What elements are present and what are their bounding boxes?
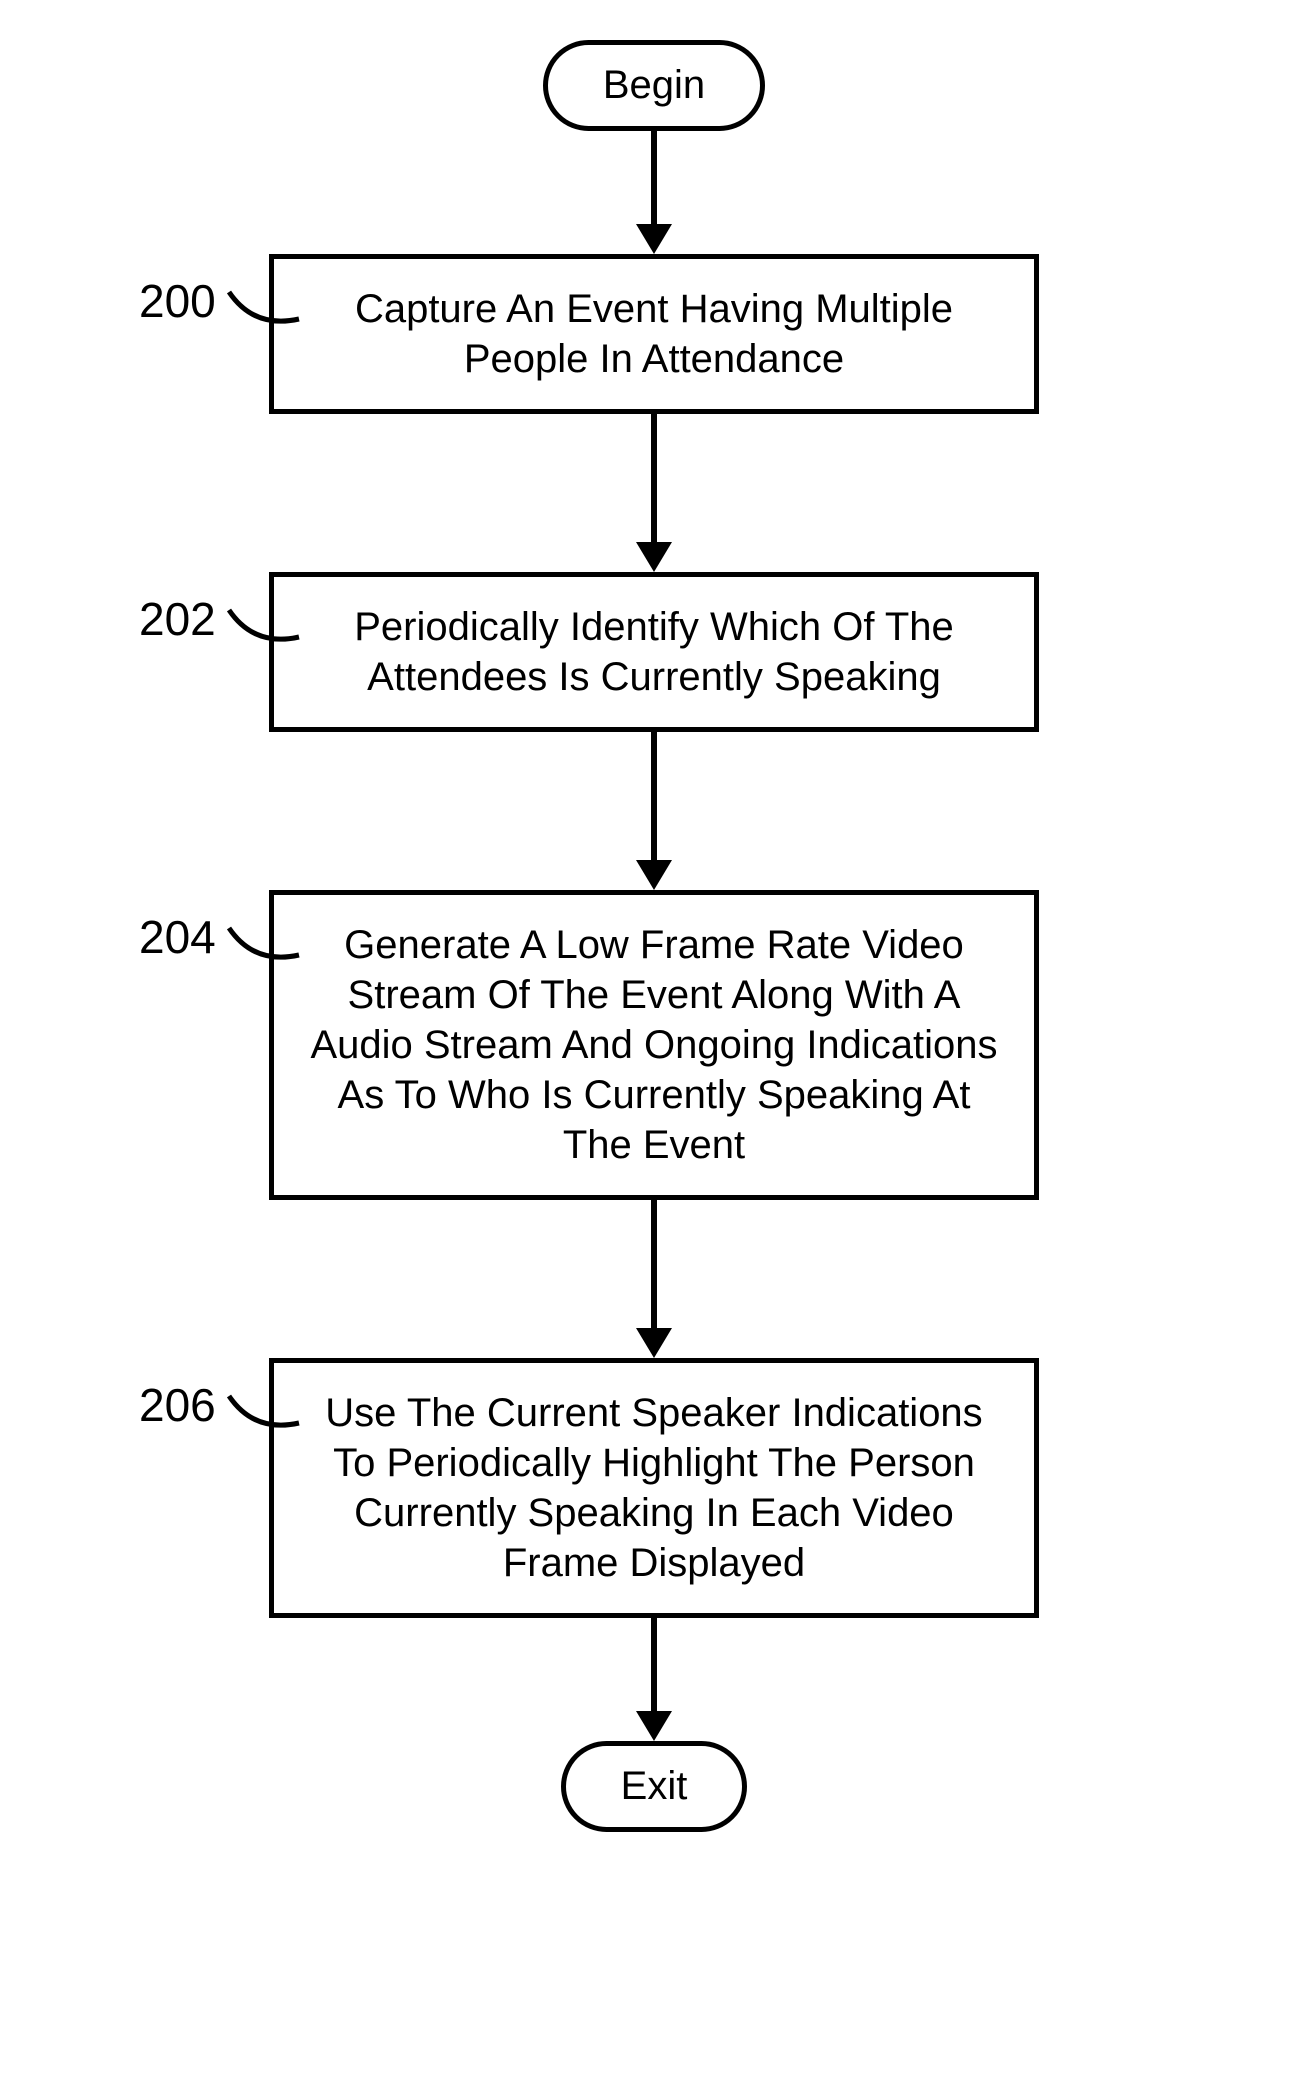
arrow-1 bbox=[104, 131, 1204, 254]
arrow-4 bbox=[104, 1200, 1204, 1358]
row-step4: 206 Use The Current Speaker Indications … bbox=[104, 1358, 1204, 1618]
process-step2-text: Periodically Identify Which Of The Atten… bbox=[354, 605, 954, 699]
arrow-2-shaft bbox=[651, 414, 657, 544]
terminal-begin: Begin bbox=[543, 40, 765, 131]
arrow-2-head bbox=[636, 542, 672, 572]
process-step1: Capture An Event Having Multiple People … bbox=[269, 254, 1039, 414]
terminal-begin-text: Begin bbox=[603, 63, 705, 107]
arrow-5-shaft bbox=[651, 1618, 657, 1713]
process-step3: Generate A Low Frame Rate Video Stream O… bbox=[269, 890, 1039, 1200]
arrow-3-head bbox=[636, 860, 672, 890]
arrow-3 bbox=[104, 732, 1204, 890]
arrow-1-head bbox=[636, 224, 672, 254]
arrow-3-shaft bbox=[651, 732, 657, 862]
label-204: 204 bbox=[139, 910, 216, 964]
arrow-5 bbox=[104, 1618, 1204, 1741]
row-begin: Begin bbox=[104, 40, 1204, 131]
connector-200 bbox=[224, 284, 304, 334]
row-step3: 204 Generate A Low Frame Rate Video Stre… bbox=[104, 890, 1204, 1200]
terminal-exit-text: Exit bbox=[621, 1764, 688, 1808]
connector-206 bbox=[224, 1388, 304, 1438]
connector-202 bbox=[224, 602, 304, 652]
arrow-1-shaft bbox=[651, 131, 657, 226]
arrow-2 bbox=[104, 414, 1204, 572]
label-206: 206 bbox=[139, 1378, 216, 1432]
label-202: 202 bbox=[139, 592, 216, 646]
arrow-4-shaft bbox=[651, 1200, 657, 1330]
label-200: 200 bbox=[139, 274, 216, 328]
process-step3-text: Generate A Low Frame Rate Video Stream O… bbox=[310, 923, 997, 1167]
connector-204 bbox=[224, 920, 304, 970]
row-exit: Exit bbox=[104, 1741, 1204, 1832]
terminal-exit: Exit bbox=[561, 1741, 748, 1832]
process-step2: Periodically Identify Which Of The Atten… bbox=[269, 572, 1039, 732]
process-step1-text: Capture An Event Having Multiple People … bbox=[355, 287, 953, 381]
flowchart-container: Begin 200 Capture An Event Having Multip… bbox=[104, 40, 1204, 1832]
row-step1: 200 Capture An Event Having Multiple Peo… bbox=[104, 254, 1204, 414]
arrow-5-head bbox=[636, 1711, 672, 1741]
arrow-4-head bbox=[636, 1328, 672, 1358]
row-step2: 202 Periodically Identify Which Of The A… bbox=[104, 572, 1204, 732]
process-step4: Use The Current Speaker Indications To P… bbox=[269, 1358, 1039, 1618]
process-step4-text: Use The Current Speaker Indications To P… bbox=[325, 1391, 982, 1585]
